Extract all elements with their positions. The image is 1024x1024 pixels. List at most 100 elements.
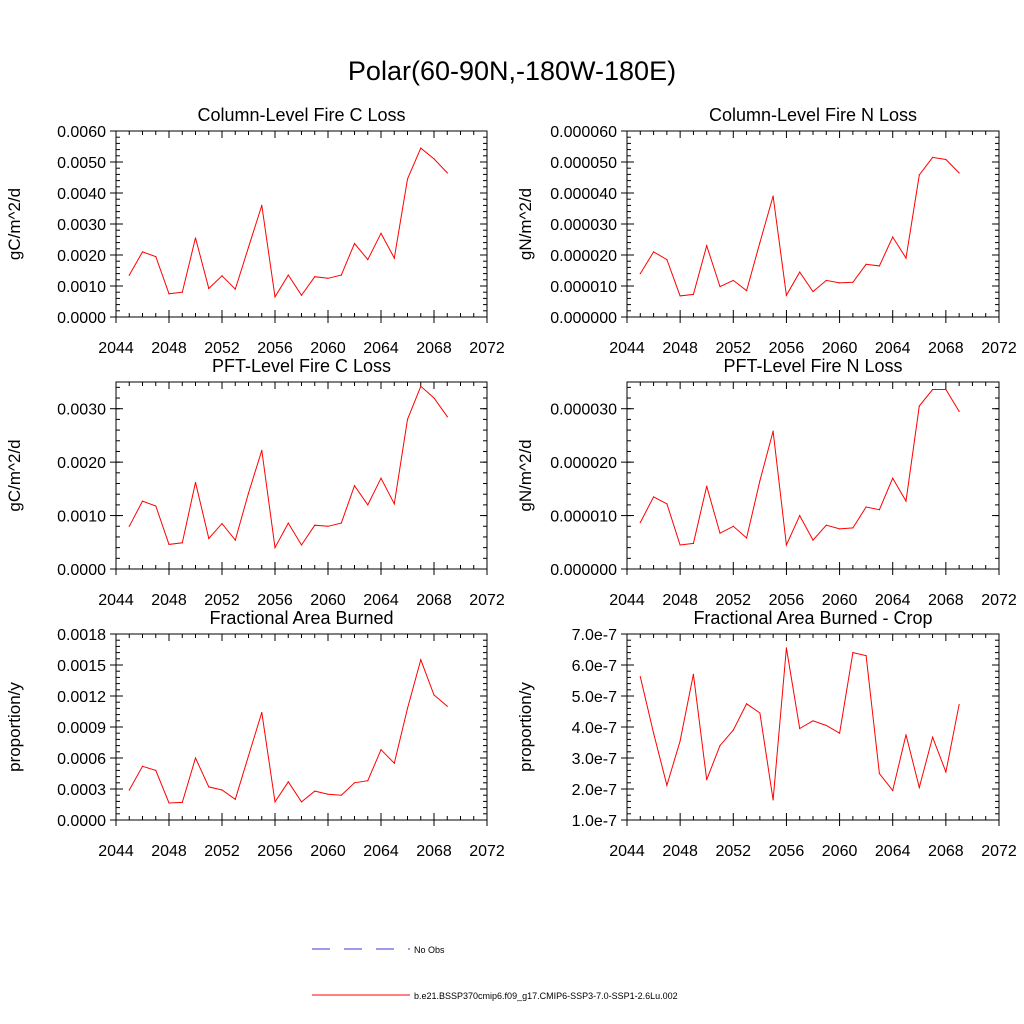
data-point [420,147,422,149]
data-point [194,481,197,484]
y-tick-label: 0.000050 [550,155,617,172]
y-tick-label: 0.0050 [57,155,106,172]
data-point [639,676,641,678]
data-point [692,293,695,295]
data-point [918,405,920,407]
y-axis-label: proportion/y [5,682,24,772]
data-point [719,745,721,747]
data-point [931,156,934,158]
data-point [287,274,289,276]
chart-panel-5: Fractional Area Burned proportion/y 2044 20… [5,608,505,860]
data-point [221,789,223,791]
data-point [812,539,814,541]
data-point [300,801,303,803]
x-tick-label: 2052 [204,592,240,609]
data-point [261,449,263,451]
data-point [905,500,907,502]
data-point [666,784,668,786]
y-tick-label: 3.0e-7 [572,751,617,768]
data-point [945,158,947,161]
data-point [878,772,881,775]
y-tick-label: 6.0e-7 [572,658,617,675]
data-point [785,544,788,546]
data-point [208,786,210,788]
data-point [181,542,183,544]
y-axis-label: gC/m^2/d [5,188,24,260]
x-tick-label: 2060 [310,340,346,357]
y-tick-label: 0.0006 [57,751,106,768]
x-tick-label: 2048 [662,592,698,609]
data-point [892,236,894,238]
data-point [287,781,289,783]
y-tick-label: 1.0e-7 [572,813,617,830]
x-tick-label: 2064 [363,843,399,860]
x-tick-label: 2064 [875,592,911,609]
data-point [745,703,748,705]
data-point [247,755,250,757]
data-point [892,477,894,479]
x-tick-label: 2052 [204,843,240,860]
data-point [706,245,708,247]
data-point [327,277,329,279]
data-point [772,195,774,197]
data-point [420,659,422,661]
data-point [865,263,867,265]
x-tick-label: 2044 [609,843,645,860]
y-axis-label: gC/m^2/d [5,439,24,511]
data-point [141,251,144,253]
data-point [353,485,356,487]
data-point [759,480,761,482]
y-tick-label: 0.0020 [57,455,106,472]
data-point [261,204,263,206]
data-point [745,290,748,292]
y-tick-label: 0.0000 [57,813,106,830]
data-point [732,279,734,282]
data-point [931,736,934,738]
x-tick-label: 2068 [416,843,452,860]
x-tick-label: 2064 [363,340,399,357]
y-tick-label: 2.0e-7 [572,782,617,799]
x-tick-label: 2048 [151,843,187,860]
data-point [892,789,894,792]
x-tick-label: 2048 [151,340,187,357]
chart-panel-1: Column-Level Fire C Loss gC/m^2/d 2044 2048… [5,105,505,357]
x-tick-label: 2056 [769,843,805,860]
data-point [221,275,223,277]
data-point [838,528,841,530]
y-axis-label: gN/m^2/d [516,188,535,260]
x-tick-label: 2056 [257,592,293,609]
data-point [652,732,655,734]
data-point [918,786,920,789]
data-point [420,385,422,387]
data-point [785,294,788,296]
data-point [168,802,170,804]
x-tick-label: 2052 [715,843,751,860]
data-point [639,273,641,275]
y-tick-label: 7.0e-7 [572,627,617,644]
data-point [168,293,170,295]
y-tick-label: 0.0010 [57,509,106,526]
y-tick-label: 0.0003 [57,782,106,799]
chart-panel-6: Fractional Area Burned - Crop proportion/… [516,608,1017,860]
data-point [838,732,841,734]
data-point [652,251,655,253]
data-point [732,525,734,527]
data-point [367,780,369,782]
x-tick-label: 2048 [662,340,698,357]
chart-panel-3: PFT-Level Fire C Loss gC/m^2/d 2044 2048 205… [5,356,505,609]
x-tick-label: 2056 [769,340,805,357]
data-point [314,276,316,278]
chart-title: PFT-Level Fire N Loss [723,356,902,376]
y-tick-label: 0.0060 [57,124,106,141]
x-tick-label: 2060 [822,340,858,357]
y-tick-label: 4.0e-7 [572,720,617,737]
data-point [261,711,263,714]
x-tick-label: 2044 [609,340,645,357]
y-tick-label: 5.0e-7 [572,689,617,706]
x-tick-label: 2060 [310,592,346,609]
data-point [181,291,183,293]
data-point [852,652,854,654]
x-tick-label: 2048 [662,843,698,860]
